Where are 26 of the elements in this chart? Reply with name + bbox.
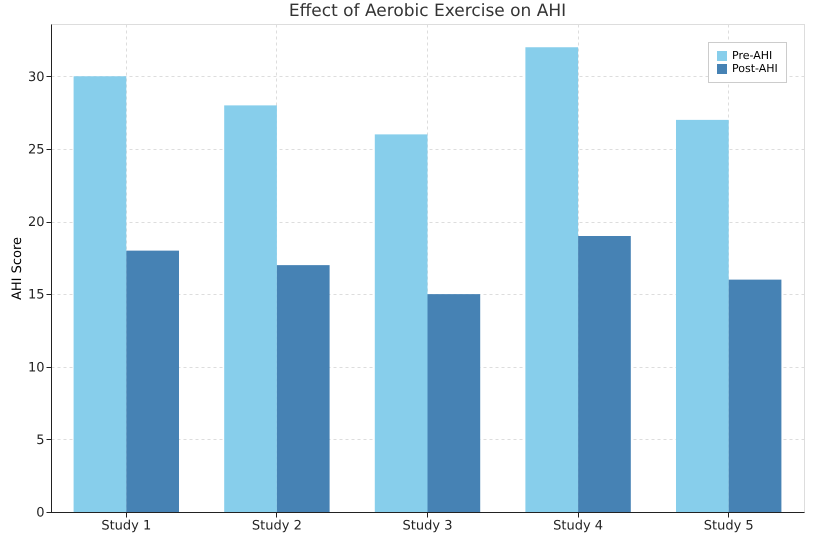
legend-label: Pre-AHI xyxy=(732,49,772,62)
y-tick-label: 25 xyxy=(28,142,44,158)
bar xyxy=(728,280,782,512)
y-tick-label: 10 xyxy=(28,360,44,376)
bar xyxy=(276,265,330,512)
y-tick-label: 15 xyxy=(28,288,44,303)
x-tick-label: Study 2 xyxy=(252,518,302,534)
y-tick-label: 0 xyxy=(36,506,44,520)
bar xyxy=(525,47,578,512)
y-axis-title: AHI Score xyxy=(10,236,25,300)
bar xyxy=(428,294,480,512)
bar xyxy=(224,105,277,512)
bar xyxy=(126,250,180,512)
bar xyxy=(578,236,631,512)
legend-label: Post-AHI xyxy=(732,62,778,75)
chart-title: Effect of Aerobic Exercise on AHI xyxy=(288,1,566,21)
bar xyxy=(374,134,428,512)
x-tick-label: Study 5 xyxy=(704,518,754,534)
bar xyxy=(676,120,729,512)
y-tick-label: 20 xyxy=(28,215,44,230)
x-tick-label: Study 1 xyxy=(101,518,152,534)
y-tick-label: 30 xyxy=(28,70,44,85)
x-tick-label: Study 4 xyxy=(553,518,604,534)
y-tick-label: 5 xyxy=(36,432,44,448)
x-tick-label: Study 3 xyxy=(402,518,452,534)
bar xyxy=(74,76,126,512)
